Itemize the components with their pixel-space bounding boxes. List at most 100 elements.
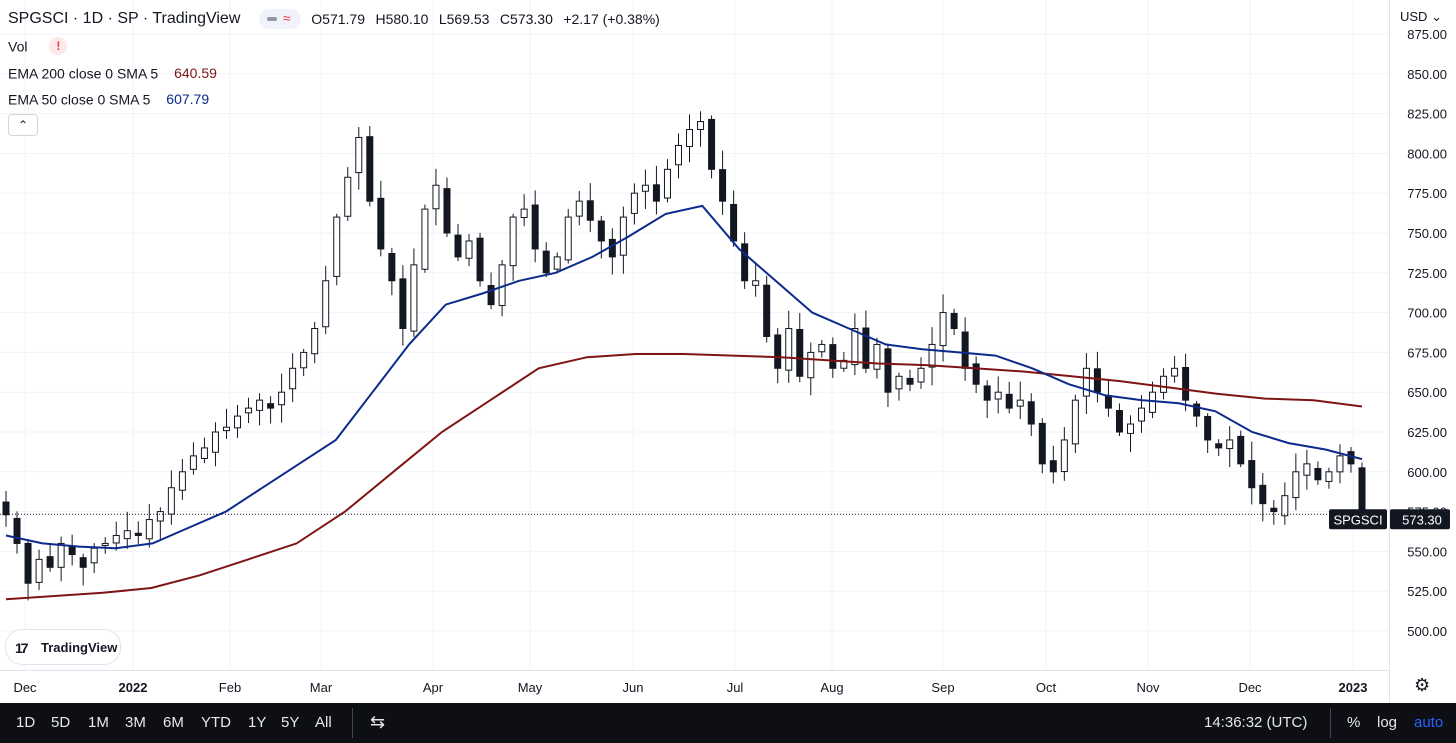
candle <box>1182 353 1190 412</box>
candle <box>134 521 142 544</box>
currency-label: USD <box>1400 9 1428 24</box>
y-tick-label: 600.00 <box>1407 465 1447 480</box>
candle <box>178 459 186 500</box>
candle <box>950 308 958 336</box>
candle <box>1160 368 1168 400</box>
candle <box>708 115 716 179</box>
range-3m[interactable]: 3M <box>125 714 146 731</box>
price-chart[interactable]: 875.00 850.00 825.00 800.00 775.00 750.00 725.… <box>0 0 1456 703</box>
candle <box>575 190 583 226</box>
wave-icon: ≈ <box>282 10 291 26</box>
range-ytd[interactable]: YTD <box>201 714 231 731</box>
candle <box>1115 403 1123 436</box>
y-tick-label: 800.00 <box>1407 146 1447 161</box>
range-5y[interactable]: 5Y <box>281 714 300 731</box>
candle <box>1049 445 1057 484</box>
x-tick-label: Nov <box>1136 680 1160 695</box>
candle <box>752 262 760 297</box>
candle <box>829 337 837 378</box>
log-toggle[interactable]: log <box>1377 714 1398 731</box>
candle <box>1270 500 1278 525</box>
ema200-label[interactable]: EMA 200 close 0 SMA 5 <box>8 65 159 82</box>
candle <box>531 190 539 263</box>
x-tick-label: Apr <box>423 680 444 695</box>
candle <box>156 507 164 539</box>
candle <box>1071 394 1079 454</box>
candle <box>586 183 594 232</box>
candle <box>1325 467 1333 489</box>
candle <box>994 376 1002 414</box>
x-tick-label: Mar <box>310 680 333 695</box>
y-tick-label: 850.00 <box>1407 67 1447 82</box>
range-1m[interactable]: 1M <box>88 714 109 731</box>
range-6m[interactable]: 6M <box>163 714 184 731</box>
candle <box>46 543 54 572</box>
collapse-legend-button[interactable]: ⌃ <box>8 114 38 136</box>
candle <box>222 408 230 439</box>
candle <box>663 159 671 203</box>
candle <box>167 470 175 525</box>
candle <box>465 234 473 267</box>
candle <box>355 127 363 190</box>
y-tick-label: 750.00 <box>1407 226 1447 241</box>
candle <box>68 534 76 566</box>
toolbar-divider <box>352 708 353 738</box>
auto-toggle[interactable]: auto <box>1414 714 1444 731</box>
ema50-legend: EMA 50 close 0 SMA 5 607.79 <box>8 90 209 107</box>
clock-readout[interactable]: 14:36:32 (UTC) <box>1204 714 1308 731</box>
candle <box>57 536 65 582</box>
percent-toggle[interactable]: % <box>1347 714 1361 731</box>
candle <box>520 194 528 227</box>
candle <box>388 247 396 296</box>
range-1d[interactable]: 1D <box>16 714 36 731</box>
y-tick-label: 500.00 <box>1407 624 1447 639</box>
candle <box>851 313 859 376</box>
price-tag-value: 573.30 <box>1402 512 1442 527</box>
candle <box>79 553 87 586</box>
candle <box>961 317 969 381</box>
dash-icon <box>266 17 277 21</box>
symbol-title[interactable]: SPGSCI · 1D · SP · TradingView <box>8 10 241 27</box>
candle <box>1038 418 1046 474</box>
candle <box>1149 381 1157 419</box>
candle <box>344 167 352 221</box>
candle <box>983 380 991 418</box>
tradingview-logo[interactable]: 17 TradingView <box>5 629 121 665</box>
range-1y[interactable]: 1Y <box>248 714 267 731</box>
candle <box>906 369 914 392</box>
candle <box>432 168 440 226</box>
candle <box>1193 400 1201 428</box>
compare-icon[interactable]: ⇆ <box>370 712 386 732</box>
ema50-label[interactable]: EMA 50 close 0 SMA 5 <box>8 91 151 108</box>
x-axis-ticks: Dec 2022 Feb Mar Apr May Jun Jul Aug Sep Oct Nov Dec… <box>13 680 1367 695</box>
price-tag: SPGSCI 573.30 <box>1329 509 1450 530</box>
x-tick-label: Aug <box>820 680 843 695</box>
range-5d[interactable]: 5D <box>51 714 71 731</box>
candle <box>741 232 749 289</box>
candle <box>1138 395 1146 433</box>
range-all[interactable]: All <box>315 714 332 731</box>
price-tag-symbol: SPGSCI <box>1333 512 1382 527</box>
toolbar-divider-2 <box>1330 708 1331 738</box>
candle <box>421 204 429 273</box>
y-tick-label: 725.00 <box>1407 266 1447 281</box>
candle <box>1027 393 1035 437</box>
ohlc-close: C573.30 <box>499 11 553 27</box>
candle <box>278 373 286 423</box>
x-tick-label: Dec <box>13 680 37 695</box>
warning-icon[interactable]: ! <box>49 37 68 56</box>
candle <box>697 111 705 147</box>
candle <box>564 209 572 264</box>
candle <box>1204 413 1212 454</box>
vol-label[interactable]: Vol <box>8 38 28 55</box>
candle <box>1314 461 1322 485</box>
candles <box>2 111 1366 601</box>
ema200-line <box>5 353 1363 601</box>
gear-icon[interactable]: ⚙ <box>1414 675 1431 695</box>
currency-selector[interactable]: USD ⌄ <box>1400 9 1442 25</box>
chart-style-pill[interactable]: ≈ <box>258 9 301 29</box>
price-tag-value-bg <box>1390 509 1450 530</box>
candle <box>542 242 550 278</box>
candle <box>1215 439 1223 456</box>
x-tick-label: 2022 <box>119 680 148 695</box>
